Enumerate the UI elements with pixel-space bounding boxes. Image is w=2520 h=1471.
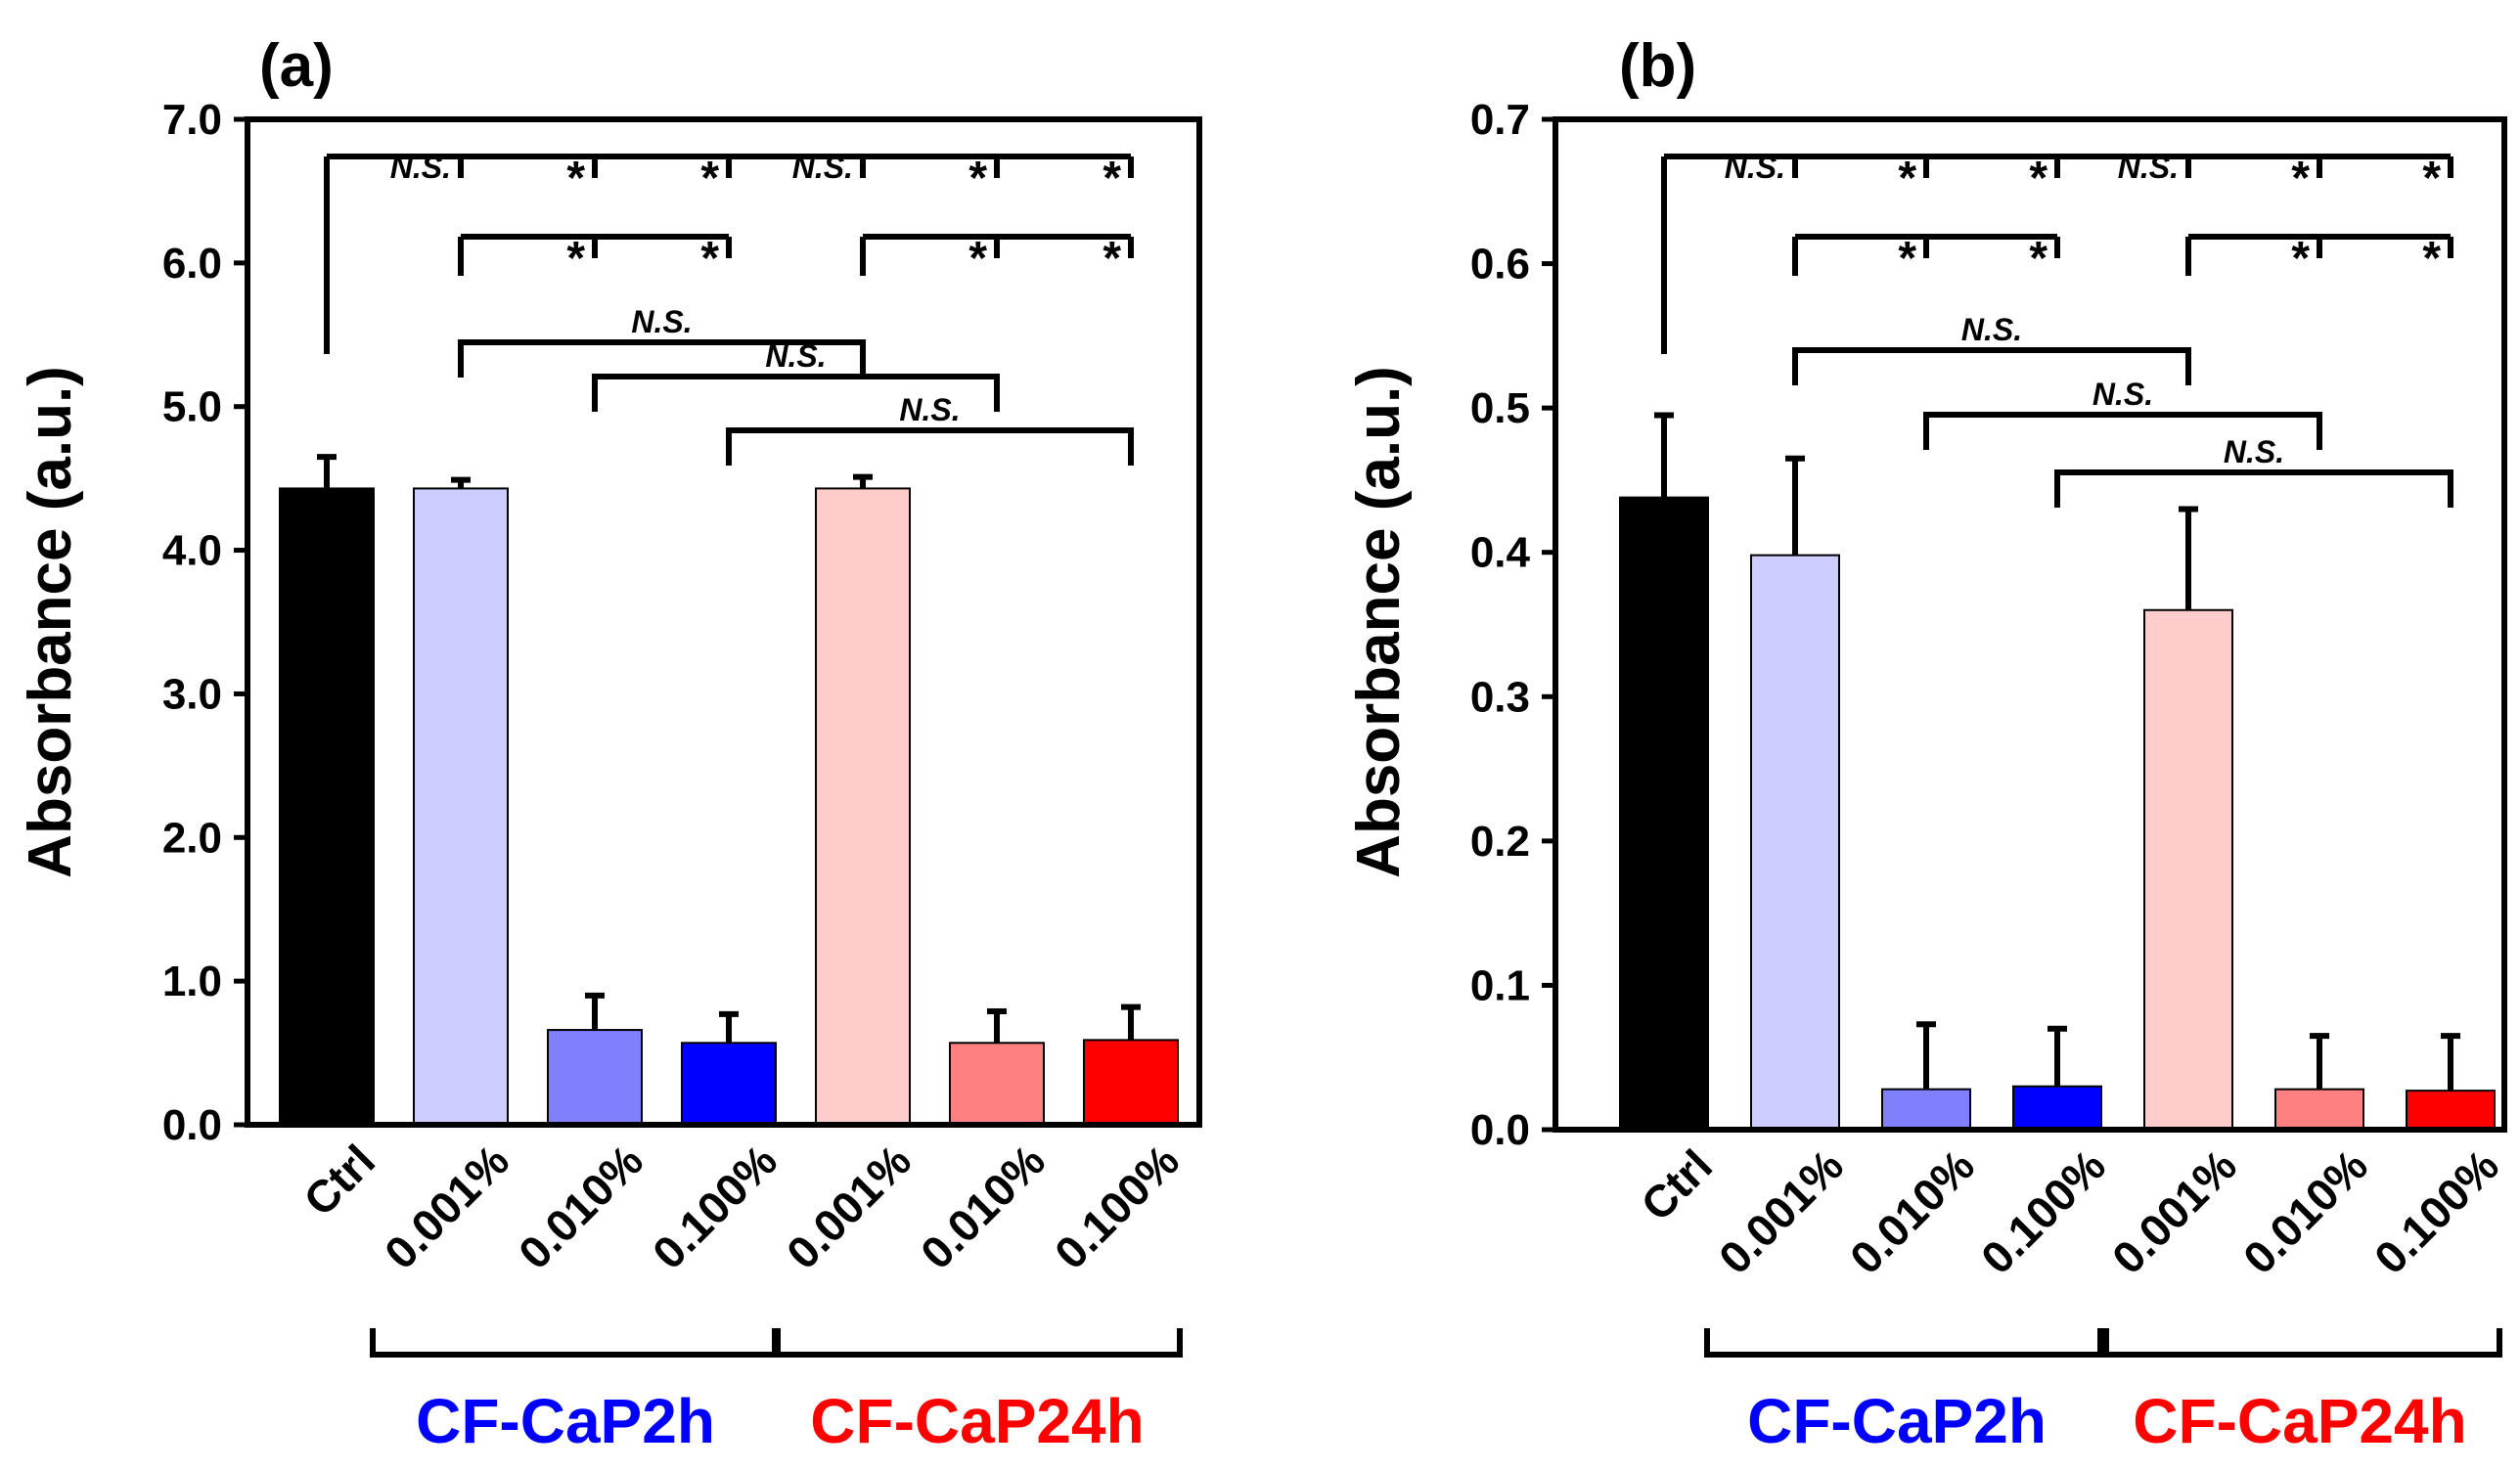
bar-2: [1881, 1088, 1971, 1132]
x-tick-label: 0.010%: [911, 1135, 1055, 1278]
sig-label: *: [2422, 233, 2441, 285]
x-tick-label: 0.010%: [1840, 1139, 1984, 1283]
sig-bracket: [592, 374, 1000, 412]
y-tick-label: 0.5: [1470, 384, 1530, 432]
sig-label: *: [1102, 153, 1121, 204]
bar-5: [949, 1042, 1045, 1126]
sig-label: *: [566, 233, 585, 285]
x-tick-label: 0.100%: [1971, 1139, 2115, 1283]
sig-label: N.S.: [390, 150, 451, 185]
sig-label: *: [2422, 153, 2441, 204]
bar-3: [2012, 1085, 2102, 1131]
sig-label: *: [1102, 233, 1121, 285]
sig-label: *: [2029, 153, 2048, 204]
x-tick-label: 0.100%: [2364, 1139, 2508, 1283]
plot-frame: [245, 116, 1202, 1128]
sig-label: *: [566, 153, 585, 204]
group-label: CF-CaP24h: [810, 1386, 1144, 1456]
y-tick-label: 5.0: [162, 383, 222, 431]
x-tick-label: 0.001%: [2102, 1139, 2246, 1283]
bar-2: [547, 1029, 643, 1127]
sig-bracket: [1923, 412, 2322, 450]
y-tick-label: 0.0: [162, 1101, 222, 1149]
y-tick-label: 0.7: [1470, 96, 1530, 144]
x-tick-label: 0.100%: [1045, 1135, 1189, 1278]
sig-label: N.S.: [792, 150, 853, 185]
sig-label: N.S.: [2224, 434, 2284, 469]
bar-5: [2274, 1088, 2364, 1132]
sig-bracket: [458, 339, 866, 378]
sig-bracket: [2054, 469, 2453, 508]
x-tick-label: 0.010%: [2233, 1139, 2377, 1283]
y-tick-label: 2.0: [162, 814, 222, 862]
sig-label: N.S.: [2092, 377, 2153, 412]
sig-label: *: [1898, 233, 1916, 285]
sig-label: *: [700, 233, 719, 285]
panel-label: (a): [259, 32, 334, 100]
y-tick-label: 1.0: [162, 958, 222, 1005]
sig-bracket: [726, 427, 1134, 466]
sig-label: *: [2291, 153, 2310, 204]
bar-4: [815, 487, 911, 1126]
bar-6: [2406, 1090, 2496, 1132]
y-tick-label: 0.6: [1470, 241, 1530, 289]
x-tick-label: 0.100%: [643, 1135, 787, 1278]
x-tick-label: Ctrl: [293, 1135, 384, 1226]
panel-label: (b): [1619, 32, 1696, 100]
x-tick-label: 0.001%: [777, 1135, 921, 1278]
y-tick-label: 0.4: [1470, 529, 1531, 577]
sig-label: N.S.: [899, 392, 960, 427]
panel-a: (a) Absorbance (a.u.) 0.0 1.0 2.0 3.0 4.0 5.0 6.…: [17, 32, 1202, 1456]
y-axis-label: Absorbance (a.u.): [1345, 366, 1413, 878]
y-tick-label: 0.3: [1470, 673, 1530, 721]
x-tick-label: 0.010%: [509, 1135, 652, 1278]
group-bracket: [772, 1328, 1183, 1358]
sig-label: *: [2029, 233, 2048, 285]
group-label: CF-CaP24h: [2133, 1386, 2466, 1456]
bar-0: [279, 487, 375, 1126]
sig-label: N.S.: [1725, 150, 1785, 185]
group-bracket: [370, 1328, 781, 1358]
bar-1: [413, 487, 509, 1126]
y-tick-label: 0.1: [1470, 961, 1530, 1009]
bar-0: [1619, 496, 1709, 1131]
y-axis-label: Absorbance (a.u.): [17, 366, 84, 878]
bar-6: [1083, 1039, 1179, 1126]
sig-label: N.S.: [765, 338, 826, 374]
sig-label: *: [1898, 153, 1916, 204]
sig-label: *: [968, 153, 987, 204]
y-tick-label: 3.0: [162, 670, 222, 718]
sig-bracket: [1792, 347, 2191, 385]
group-label: CF-CaP2h: [416, 1386, 715, 1456]
bar-1: [1750, 554, 1840, 1131]
bar-3: [681, 1042, 777, 1126]
y-tick-label: 4.0: [162, 527, 222, 575]
sig-label: N.S.: [631, 304, 692, 339]
x-tick-label: Ctrl: [1631, 1139, 1722, 1230]
sig-label: *: [2291, 233, 2310, 285]
sig-label: N.S.: [1961, 312, 2022, 347]
bar-4: [2143, 608, 2233, 1131]
sig-label: N.S.: [2118, 150, 2179, 185]
y-tick-label: 7.0: [162, 96, 222, 144]
plot-frame: [1552, 116, 2507, 1133]
panel-b: (b) Absorbance (a.u.) 0.0 0.1 0.2 0.3 0.4 0.5 0.…: [1345, 32, 2508, 1456]
sig-label: *: [968, 233, 987, 285]
y-tick-label: 0.0: [1470, 1106, 1530, 1154]
y-tick-label: 0.2: [1470, 818, 1530, 866]
x-tick-label: 0.001%: [375, 1135, 518, 1278]
group-bracket: [1704, 1328, 2109, 1358]
group-bracket: [2097, 1328, 2502, 1358]
x-tick-label: 0.001%: [1709, 1139, 1853, 1283]
sig-label: *: [700, 153, 719, 204]
y-tick-label: 6.0: [162, 240, 222, 288]
group-label: CF-CaP2h: [1747, 1386, 2047, 1456]
